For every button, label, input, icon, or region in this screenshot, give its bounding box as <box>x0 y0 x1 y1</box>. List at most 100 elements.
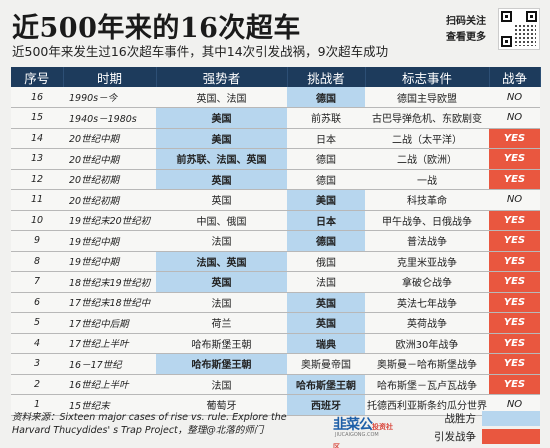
table-row: 1 15世纪末 葡萄牙 西班牙 托德西利亚斯条约瓜分世界 NO <box>11 394 540 416</box>
header-incumbent: 强势者 <box>156 67 288 87</box>
header-war: 战争 <box>489 67 541 87</box>
cell-num: 14 <box>11 128 63 149</box>
cell-event: 拿破仑战争 <box>365 271 489 293</box>
cell-num: 11 <box>11 189 63 211</box>
legend-war-swatch <box>482 428 540 444</box>
cell-war: YES <box>489 333 540 354</box>
cell-incumbent: 哈布斯堡王朝 <box>156 353 287 375</box>
cell-incumbent: 法国 <box>156 230 287 252</box>
header-num: 序号 <box>11 67 64 87</box>
source-note: 资料来源：Sixteen major cases of rise vs. rul… <box>12 411 312 437</box>
table-row: 12 20世纪初期 英国 德国 一战 YES <box>11 169 540 190</box>
cell-event: 一战 <box>365 169 489 190</box>
cell-incumbent: 美国 <box>156 107 287 129</box>
legend-war-label: 引发战争 <box>434 430 476 443</box>
cell-event: 科技革命 <box>365 189 489 211</box>
table-row: 2 16世纪上半叶 法国 哈布斯堡王朝 哈布斯堡－瓦卢瓦战争 YES <box>11 374 540 395</box>
header-challenger: 挑战者 <box>287 67 366 87</box>
legend-war: 引发战争 <box>432 427 540 445</box>
table-row: 14 20世纪中期 美国 日本 二战（太平洋） YES <box>11 128 540 149</box>
cell-era: 17世纪中后期 <box>63 312 156 334</box>
cell-era: 20世纪中期 <box>63 128 156 149</box>
cell-challenger: 德国 <box>287 169 365 190</box>
table-row: 10 19世纪末20世纪初 中国、俄国 日本 甲午战争、日俄战争 YES <box>11 210 540 231</box>
cell-num: 7 <box>11 271 63 293</box>
table-header: 序号 时期 强势者 挑战者 标志事件 战争 <box>11 67 541 87</box>
cell-era: 15世纪末 <box>63 394 156 416</box>
cell-challenger: 德国 <box>287 148 365 170</box>
qr-code-icon[interactable] <box>498 8 540 50</box>
cell-event: 托德西利亚斯条约瓜分世界 <box>365 394 489 416</box>
table-row: 5 17世纪中后期 荷兰 英国 英荷战争 YES <box>11 312 540 334</box>
header-event: 标志事件 <box>365 67 490 87</box>
cell-event: 德国主导欧盟 <box>365 87 489 108</box>
table-row: 6 17世纪末18世纪中 法国 英国 英法七年战争 YES <box>11 292 540 313</box>
table-row: 13 20世纪中期 前苏联、法国、英国 德国 二战（欧洲） YES <box>11 148 540 170</box>
cell-event: 克里米亚战争 <box>365 251 489 272</box>
brand-logo: 韭菜公投资社区 JIUCAIGONG.COM <box>333 414 397 448</box>
cell-num: 8 <box>11 251 63 272</box>
table-row: 3 16－17世纪 哈布斯堡王朝 奥斯曼帝国 奥斯曼－哈布斯堡战争 YES <box>11 353 540 375</box>
table-row: 16 1990s－今 英国、法国 德国 德国主导欧盟 NO <box>11 87 540 108</box>
cell-num: 2 <box>11 374 63 395</box>
legend-winner: 战胜方 <box>432 409 540 427</box>
cell-challenger: 日本 <box>287 128 365 149</box>
cell-incumbent: 英国 <box>156 169 287 190</box>
cell-war: YES <box>489 292 540 313</box>
cell-incumbent: 中国、俄国 <box>156 210 287 231</box>
cell-era: 20世纪初期 <box>63 189 156 211</box>
logo-main: 韭菜公 <box>333 417 373 433</box>
cell-event: 二战（太平洋） <box>365 128 489 149</box>
cell-incumbent: 葡萄牙 <box>156 394 287 416</box>
cell-incumbent: 英国 <box>156 271 287 293</box>
cell-challenger: 俄国 <box>287 251 365 272</box>
cell-num: 16 <box>11 87 63 108</box>
qr-caption: 扫码关注 查看更多 <box>446 14 486 46</box>
cell-incumbent: 英国、法国 <box>156 87 287 108</box>
table-row: 4 17世纪上半叶 哈布斯堡王朝 瑞典 欧洲30年战争 YES <box>11 333 540 354</box>
cell-incumbent: 美国 <box>156 128 287 149</box>
cell-incumbent: 荷兰 <box>156 312 287 334</box>
cell-incumbent: 法国、英国 <box>156 251 287 272</box>
cell-war: NO <box>489 107 540 129</box>
cell-event: 甲午战争、日俄战争 <box>365 210 489 231</box>
cell-incumbent: 前苏联、法国、英国 <box>156 148 287 170</box>
cell-challenger: 法国 <box>287 271 365 293</box>
cell-event: 英荷战争 <box>365 312 489 334</box>
source-line2: Harvard Thucydides' s Trap Project，整理@北落… <box>12 425 264 436</box>
cell-war: YES <box>489 271 540 293</box>
cell-challenger: 英国 <box>287 292 365 313</box>
cell-num: 10 <box>11 210 63 231</box>
table-row: 7 18世纪末19世纪初 英国 法国 拿破仑战争 YES <box>11 271 540 293</box>
cell-event: 二战（欧洲） <box>365 148 489 170</box>
cell-era: 19世纪末20世纪初 <box>63 210 156 231</box>
cell-war: YES <box>489 312 540 334</box>
cell-era: 17世纪上半叶 <box>63 333 156 354</box>
logo-url: JIUCAIGONG.COM <box>335 432 379 438</box>
cell-war: YES <box>489 374 540 395</box>
cell-war: YES <box>489 169 540 190</box>
cell-event: 英法七年战争 <box>365 292 489 313</box>
cell-war: YES <box>489 210 540 231</box>
cell-era: 1990s－今 <box>63 87 156 108</box>
cell-war: YES <box>489 353 540 375</box>
cell-challenger: 德国 <box>287 87 365 108</box>
legend-winner-label: 战胜方 <box>444 412 477 425</box>
cell-era: 17世纪末18世纪中 <box>63 292 156 313</box>
cell-challenger: 西班牙 <box>287 394 365 416</box>
cell-num: 5 <box>11 312 63 334</box>
cell-num: 12 <box>11 169 63 190</box>
page-subtitle: 近500年来发生过16次超车事件，其中14次引发战祸，9次超车成功 <box>12 44 389 59</box>
cell-incumbent: 法国 <box>156 374 287 395</box>
cell-incumbent: 法国 <box>156 292 287 313</box>
table-row: 9 19世纪中期 法国 德国 普法战争 YES <box>11 230 540 252</box>
header-era: 时期 <box>63 67 157 87</box>
legend: 战胜方 引发战争 <box>432 409 540 445</box>
cell-era: 1940s－1980s <box>63 107 156 129</box>
cell-num: 3 <box>11 353 63 375</box>
cell-challenger: 瑞典 <box>287 333 365 354</box>
cell-num: 6 <box>11 292 63 313</box>
cell-incumbent: 哈布斯堡王朝 <box>156 333 287 354</box>
cell-event: 普法战争 <box>365 230 489 252</box>
page-title: 近500年来的16次超车 <box>12 13 301 44</box>
